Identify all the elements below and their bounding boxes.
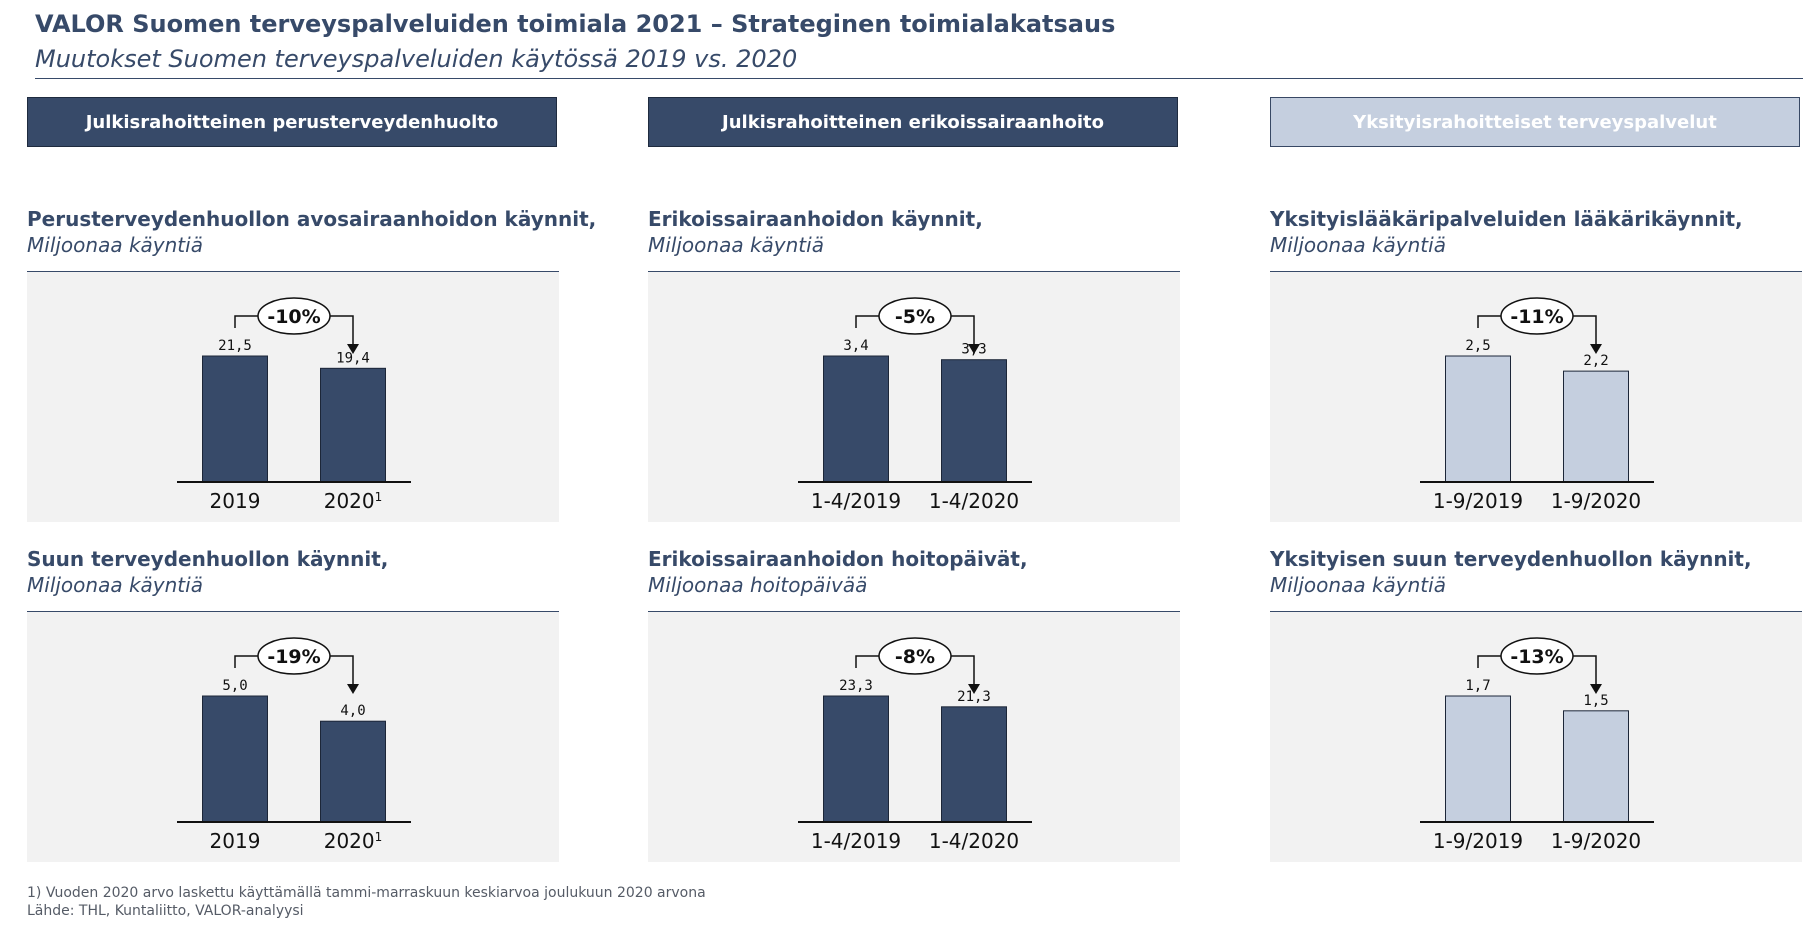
value-label: 3,4 xyxy=(843,338,868,354)
change-label: -19% xyxy=(267,646,320,668)
value-label: 19,4 xyxy=(336,350,370,366)
category-label: 1-9/2020 xyxy=(1551,829,1641,853)
panel-title: Suun terveydenhuollon käynnit, Miljoonaa… xyxy=(27,546,587,598)
value-label: 21,3 xyxy=(957,689,991,705)
bar xyxy=(320,720,386,823)
category-label: 1-9/2020 xyxy=(1551,489,1641,513)
chart-title: Yksityislääkäripalveluiden lääkärikäynni… xyxy=(1270,207,1743,231)
category-label: 2019 xyxy=(210,489,261,513)
change-label: -8% xyxy=(895,646,935,668)
change-label: -11% xyxy=(1510,306,1563,328)
change-bubble xyxy=(1500,637,1574,675)
change-arrowhead xyxy=(968,344,980,354)
bar-chart-primary-care-visits: 21,5 2019 19,4 20201 -10% xyxy=(27,272,559,522)
value-label: 2,2 xyxy=(1583,353,1608,369)
change-bubble xyxy=(1500,297,1574,335)
panel-title: Yksityislääkäripalveluiden lääkärikäynni… xyxy=(1270,206,1820,258)
value-label: 23,3 xyxy=(839,678,873,694)
panel-divider xyxy=(648,271,1180,272)
panel-title: Perusterveydenhuollon avosairaanhoidon k… xyxy=(27,206,597,258)
title-divider xyxy=(35,78,1803,79)
category-label: 2019 xyxy=(210,829,261,853)
change-label: -13% xyxy=(1510,646,1563,668)
change-arrowhead xyxy=(968,684,980,694)
bar xyxy=(320,367,386,483)
chart-unit: Miljoonaa käyntiä xyxy=(1270,573,1446,597)
bar xyxy=(823,695,889,823)
chart-unit: Miljoonaa käyntiä xyxy=(27,573,203,597)
category-label: 1-4/2019 xyxy=(811,829,901,853)
bar xyxy=(941,706,1007,823)
category-label: 1-4/2020 xyxy=(929,489,1019,513)
chart-unit: Miljoonaa käyntiä xyxy=(1270,233,1446,257)
bar-chart-private-doctor-visits: 2,5 1-9/2019 2,2 1-9/2020 -11% xyxy=(1270,272,1802,522)
change-bubble xyxy=(257,297,331,335)
panel-title: Yksityisen suun terveydenhuollon käynnit… xyxy=(1270,546,1820,598)
bar-chart-dental-visits: 5,0 2019 4,0 20201 -19% xyxy=(27,612,559,862)
category-label: 1-9/2019 xyxy=(1433,829,1523,853)
bar xyxy=(202,695,268,823)
chart-title: Perusterveydenhuollon avosairaanhoidon k… xyxy=(27,207,597,231)
category-label: 1-4/2019 xyxy=(811,489,901,513)
footnote: 1) Vuoden 2020 arvo laskettu käyttämällä… xyxy=(27,885,706,901)
category-label: 1-4/2020 xyxy=(929,829,1019,853)
page-title: VALOR Suomen terveyspalveluiden toimiala… xyxy=(35,10,1116,38)
value-label: 5,0 xyxy=(222,678,247,694)
change-label: -5% xyxy=(895,306,935,328)
panel-divider xyxy=(27,611,559,612)
change-arrowhead xyxy=(347,684,359,694)
change-arrowhead xyxy=(1590,344,1602,354)
change-bubble xyxy=(878,637,952,675)
category-header-public-specialized: Julkisrahoitteinen erikoissairaanhoito xyxy=(648,97,1178,147)
category-label: 20201 xyxy=(324,489,383,513)
value-label: 1,7 xyxy=(1465,678,1490,694)
source-note: Lähde: THL, Kuntaliitto, VALOR-analyysi xyxy=(27,903,304,919)
change-arrowhead xyxy=(347,344,359,354)
value-label: 2,5 xyxy=(1465,338,1490,354)
chart-unit: Miljoonaa käyntiä xyxy=(648,233,824,257)
category-header-private: Yksityisrahoitteiset terveyspalvelut xyxy=(1270,97,1800,147)
page-subtitle: Muutokset Suomen terveyspalveluiden käyt… xyxy=(35,45,798,73)
bar xyxy=(941,359,1007,483)
bar-chart-private-dental-visits: 1,7 1-9/2019 1,5 1-9/2020 -13% xyxy=(1270,612,1802,862)
panel-divider xyxy=(648,611,1180,612)
change-bubble xyxy=(878,297,952,335)
change-bubble xyxy=(257,637,331,675)
category-label: 20201 xyxy=(324,829,383,853)
panel-divider xyxy=(27,271,559,272)
value-label: 1,5 xyxy=(1583,693,1608,709)
bar xyxy=(1445,695,1511,823)
panel-divider xyxy=(1270,271,1802,272)
panel-title: Erikoissairaanhoidon käynnit, Miljoonaa … xyxy=(648,206,1208,258)
value-label: 4,0 xyxy=(340,703,365,719)
change-label: -10% xyxy=(267,306,320,328)
bar xyxy=(1563,710,1629,823)
bar-chart-specialized-care-visits: 3,41-4/20193,31-4/2020-5% xyxy=(648,272,1180,522)
panel-title: Erikoissairaanhoidon hoitopäivät, Miljoo… xyxy=(648,546,1208,598)
panel-divider xyxy=(1270,611,1802,612)
chart-unit: Miljoonaa käyntiä xyxy=(27,233,203,257)
bar xyxy=(1563,370,1629,483)
change-arrowhead xyxy=(1590,684,1602,694)
value-label: 21,5 xyxy=(218,338,252,354)
category-label: 1-9/2019 xyxy=(1433,489,1523,513)
bar xyxy=(202,355,268,483)
chart-title: Erikoissairaanhoidon käynnit, xyxy=(648,207,983,231)
chart-title: Yksityisen suun terveydenhuollon käynnit… xyxy=(1270,547,1752,571)
bar-chart-care-days: 23,3 1-4/2019 21,3 1-4/2020 -8% xyxy=(648,612,1180,862)
category-header-public-primary: Julkisrahoitteinen perusterveydenhuolto xyxy=(27,97,557,147)
bar xyxy=(1445,355,1511,483)
bar xyxy=(823,355,889,483)
chart-title: Suun terveydenhuollon käynnit, xyxy=(27,547,389,571)
chart-title: Erikoissairaanhoidon hoitopäivät, xyxy=(648,547,1028,571)
chart-unit: Miljoonaa hoitopäivää xyxy=(648,573,868,597)
